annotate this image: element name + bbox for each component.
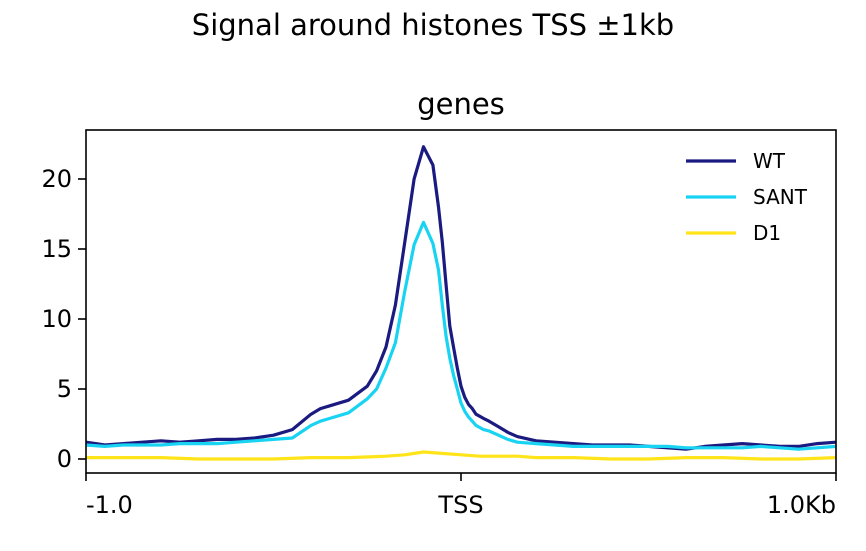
x-tick-label: -1.0 bbox=[86, 491, 133, 519]
figure-suptitle: Signal around histones TSS ±1kb bbox=[191, 8, 675, 42]
legend-label-d1: D1 bbox=[753, 221, 781, 245]
x-tick-label: 1.0Kb bbox=[767, 491, 836, 519]
y-tick-label: 20 bbox=[41, 165, 72, 193]
y-tick-label: 0 bbox=[57, 445, 72, 473]
plot-frame bbox=[85, 129, 837, 474]
legend-label-sant: SANT bbox=[753, 185, 808, 209]
y-axis-ticks: 0 5 10 15 20 bbox=[41, 165, 86, 473]
legend-label-wt: WT bbox=[753, 149, 786, 173]
x-axis-ticks: -1.0 TSS 1.0Kb bbox=[85, 473, 837, 519]
series-line-d1 bbox=[86, 450, 837, 461]
y-tick-label: 10 bbox=[41, 305, 72, 333]
axes-title: genes bbox=[417, 87, 505, 121]
y-tick-label: 5 bbox=[57, 375, 72, 403]
series-line-sant bbox=[85, 220, 837, 451]
y-tick-label: 15 bbox=[41, 235, 72, 263]
series-lines bbox=[85, 145, 837, 461]
x-tick-label: TSS bbox=[437, 491, 483, 519]
legend: WT SANT D1 bbox=[686, 149, 808, 245]
